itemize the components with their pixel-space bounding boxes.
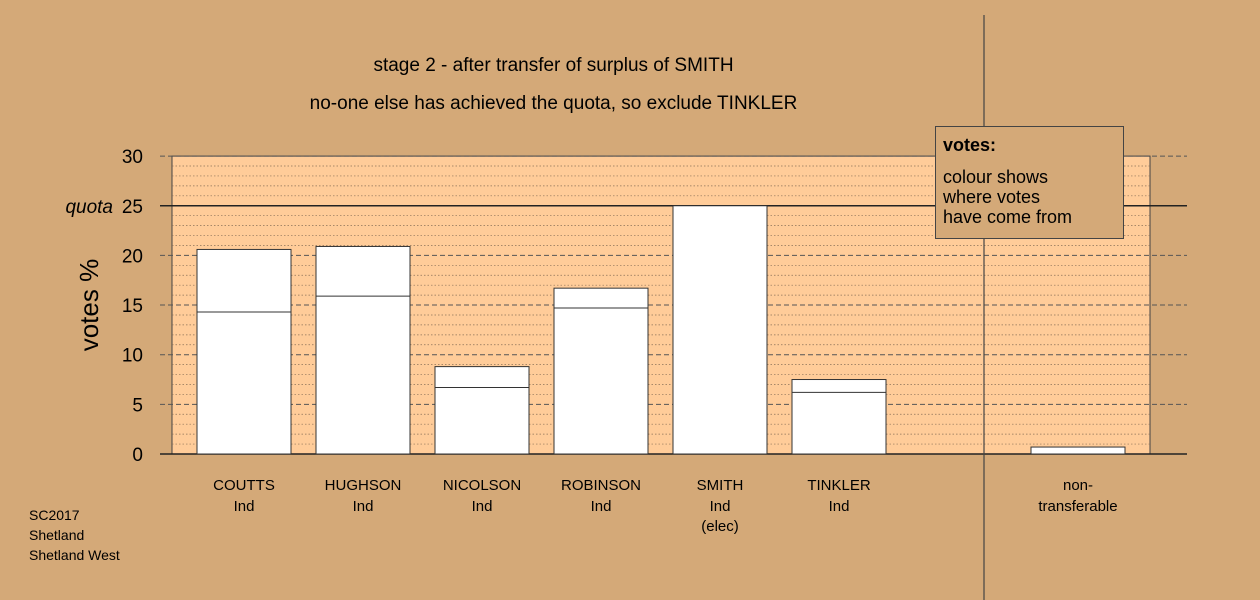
bar-coutts (196, 248, 292, 455)
x-label-name: ROBINSON (561, 477, 641, 494)
bar-smith (672, 205, 768, 455)
x-label-non-transferable: non- (1063, 477, 1093, 494)
x-label-name: NICOLSON (443, 477, 521, 494)
footer-election: SC2017 (29, 507, 80, 523)
bar-nicolson (434, 366, 530, 455)
bar-tinkler (791, 379, 887, 455)
footer-ward: Shetland West (29, 547, 120, 563)
x-label-party: Ind (472, 498, 493, 515)
x-label-name: TINKLER (807, 477, 871, 494)
y-tick-label: 25 (122, 197, 143, 218)
chart-title: stage 2 - after transfer of surplus of S… (373, 55, 734, 76)
x-label-name: COUTTS (213, 477, 275, 494)
legend-line: where votes (943, 187, 1041, 207)
bar-non-transferable (1030, 446, 1126, 455)
footer-council: Shetland (29, 527, 85, 543)
x-label-party: Ind (353, 498, 374, 515)
y-axis-label: votes % (74, 259, 104, 352)
quota-label: quota (65, 197, 113, 218)
y-tick-label: 30 (122, 147, 143, 168)
legend-line: have come from (943, 207, 1073, 227)
x-label-party: Ind (829, 498, 850, 515)
y-tick-label: 0 (132, 445, 143, 466)
bar-robinson (553, 287, 649, 455)
x-label-non-transferable: transferable (1038, 498, 1117, 515)
legend: votes: colour shows where votes have com… (935, 126, 1124, 239)
x-label-party: Ind (710, 498, 731, 515)
bar-hughson (315, 245, 411, 455)
x-label-party: Ind (234, 498, 255, 515)
x-label-name: SMITH (697, 477, 744, 494)
chart-subtitle: no-one else has achieved the quota, so e… (309, 93, 798, 114)
x-label-name: HUGHSON (325, 477, 402, 494)
y-tick-label: 20 (122, 246, 143, 267)
footer-info: SC2017 Shetland Shetland West (29, 505, 120, 565)
legend-title: votes: (943, 135, 997, 155)
y-tick-label: 10 (122, 346, 143, 367)
y-tick-label: 15 (122, 296, 143, 317)
y-tick-label: 5 (132, 395, 143, 416)
x-label-note: (elec) (701, 518, 739, 535)
legend-line: colour shows (943, 167, 1049, 187)
x-label-party: Ind (591, 498, 612, 515)
